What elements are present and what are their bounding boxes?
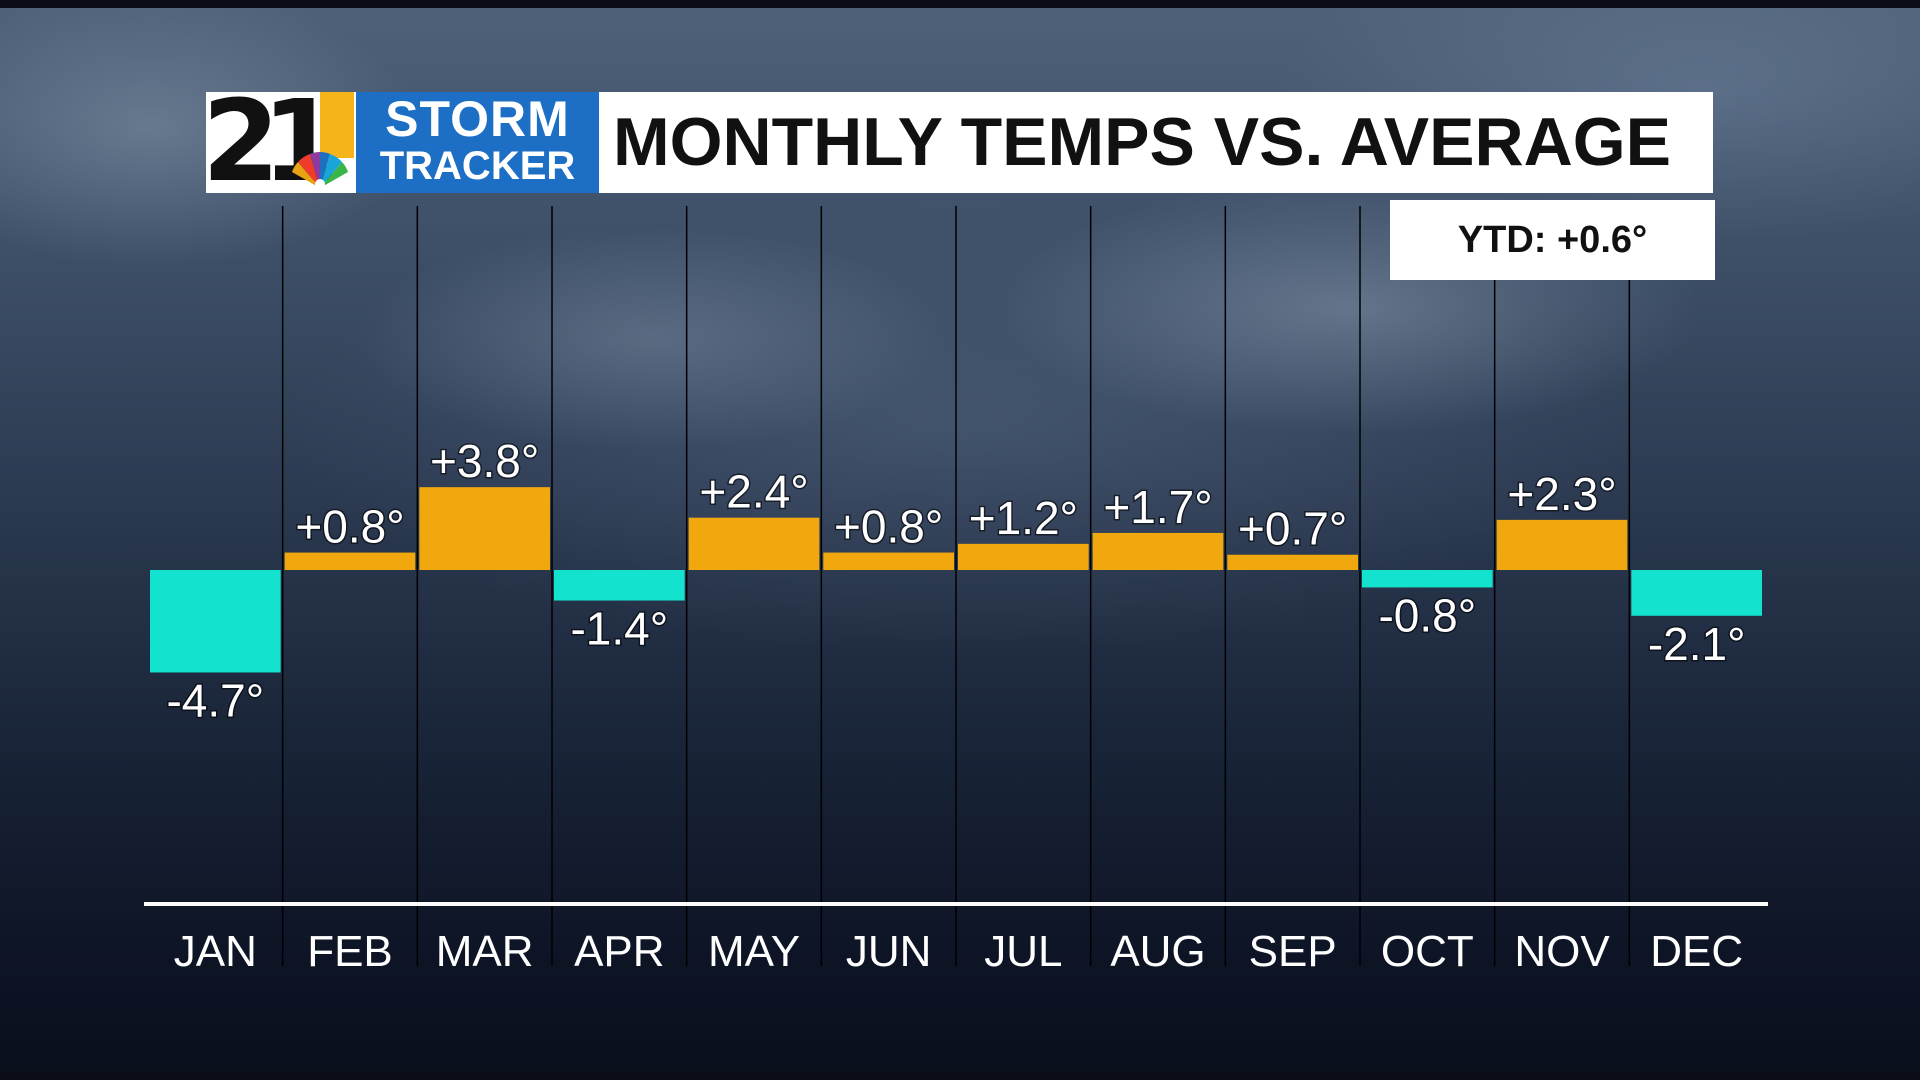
data-label-oct: -0.8° (1378, 589, 1476, 641)
bar-aug (1092, 532, 1224, 570)
data-label-jul: +1.2° (969, 492, 1078, 544)
x-tick-label-oct: OCT (1381, 927, 1474, 976)
data-label-dec: -2.1° (1648, 618, 1746, 670)
data-label-aug: +1.7° (1103, 481, 1212, 533)
data-label-may: +2.4° (699, 466, 808, 518)
ytd-badge: YTD: +0.6° (1390, 200, 1715, 280)
data-label-apr: -1.4° (570, 603, 668, 655)
chart-background: -4.7° +0.8° +3.8° -1.4° +2.4° +0.8° +1.2° +1.7°… (0, 8, 1920, 1072)
logo-accent-bar (320, 92, 354, 158)
bar-apr (554, 570, 685, 601)
data-label-jun: +0.8° (834, 501, 943, 553)
bar-jun (823, 552, 954, 570)
bar-chart: -4.7° +0.8° +3.8° -1.4° +2.4° +0.8° +1.2° +1.7°… (144, 206, 1768, 976)
data-label-nov: +2.3° (1507, 468, 1616, 520)
x-tick-label-feb: FEB (307, 927, 393, 976)
logo-line-tracker: TRACKER (379, 144, 576, 188)
bar-nov (1496, 519, 1628, 570)
bar-mar (419, 487, 550, 570)
bar-sep (1227, 554, 1358, 570)
bar-dec (1631, 570, 1762, 616)
bar-feb (284, 552, 416, 570)
logo-line-storm: STORM (385, 91, 570, 147)
storm-tracker-label: STORM TRACKER (356, 92, 599, 193)
bar-jan (150, 570, 281, 673)
x-tick-label-apr: APR (574, 927, 664, 976)
data-label-feb: +0.8° (295, 501, 404, 553)
x-tick-label-jun: JUN (846, 927, 932, 976)
x-tick-label-nov: NOV (1514, 927, 1610, 976)
x-tick-label-mar: MAR (436, 927, 534, 976)
data-label-mar: +3.8° (430, 435, 539, 487)
station-logo: 21 STORM TRACKER (206, 92, 599, 193)
nbc-peacock-icon (292, 152, 348, 189)
x-tick-label-jan: JAN (174, 927, 257, 976)
chart-title: MONTHLY TEMPS VS. AVERAGE (599, 92, 1713, 193)
x-tick-label-sep: SEP (1249, 927, 1337, 976)
x-tick-label-may: MAY (708, 927, 800, 976)
bar-may (688, 517, 820, 570)
x-tick-label-dec: DEC (1650, 927, 1743, 976)
data-label-jan: -4.7° (166, 674, 264, 726)
data-label-sep: +0.7° (1238, 503, 1347, 555)
bar-jul (958, 543, 1089, 570)
x-tick-label-aug: AUG (1110, 927, 1205, 976)
bar-oct (1362, 570, 1493, 588)
x-tick-label-jul: JUL (984, 927, 1062, 976)
